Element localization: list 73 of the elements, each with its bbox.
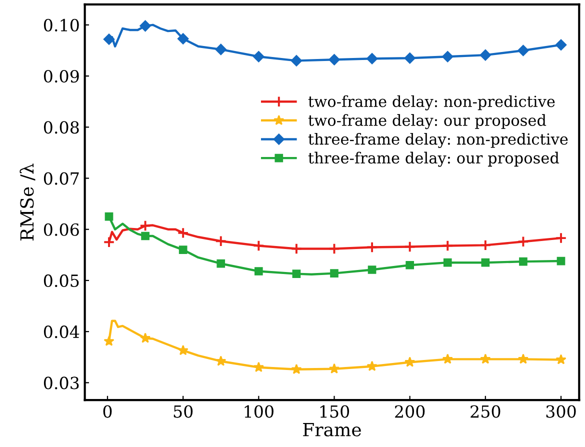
point — [103, 236, 115, 248]
point — [104, 212, 114, 221]
point — [556, 256, 566, 266]
point — [215, 235, 227, 247]
point — [139, 220, 152, 232]
point — [141, 232, 150, 240]
x-tick-label: 300 — [546, 405, 576, 418]
point — [254, 267, 263, 276]
point — [253, 362, 264, 372]
point — [481, 258, 490, 267]
point — [292, 270, 301, 278]
point — [330, 269, 338, 278]
point — [404, 240, 416, 253]
point — [366, 360, 378, 371]
point — [443, 258, 452, 267]
x-tick-label: 50 — [174, 405, 193, 418]
point — [216, 356, 226, 366]
point — [406, 260, 414, 270]
point — [404, 52, 416, 64]
point — [252, 240, 265, 252]
x-tick-label: 200 — [395, 405, 425, 418]
y-tick-label: 0.07 — [44, 172, 79, 185]
y-tick-label: 0.03 — [44, 376, 79, 390]
y-tick-label: 0.10 — [44, 18, 79, 32]
point — [216, 259, 226, 268]
point — [555, 39, 567, 50]
point — [519, 257, 528, 266]
point — [140, 332, 151, 343]
x-tick-label: 100 — [244, 405, 274, 418]
legend-label: three-frame delay: our proposed — [308, 152, 560, 167]
point — [518, 44, 529, 56]
legend-label: two-frame delay: non-predictive — [308, 95, 555, 110]
point — [328, 54, 340, 66]
point — [291, 364, 302, 374]
point — [517, 236, 530, 248]
point — [253, 50, 264, 62]
point — [555, 232, 567, 244]
point — [480, 239, 492, 252]
point — [290, 55, 302, 66]
point — [518, 354, 529, 364]
point — [366, 241, 378, 254]
point — [328, 363, 340, 374]
point — [215, 44, 226, 56]
point — [404, 356, 416, 367]
point — [177, 227, 189, 239]
x-tick-label: 0 — [103, 405, 112, 418]
point — [290, 242, 302, 255]
point — [178, 246, 188, 254]
point — [556, 354, 566, 364]
y-tick-label: 0.04 — [44, 326, 80, 338]
point — [103, 34, 115, 45]
point — [442, 354, 453, 364]
y-axis-title: RMSe /λ — [20, 164, 36, 240]
point — [177, 33, 189, 44]
legend-label: three-frame delay: non-predictive — [308, 132, 568, 148]
point — [368, 266, 376, 274]
point — [104, 336, 114, 346]
point — [442, 50, 454, 62]
point — [178, 344, 188, 356]
point — [480, 49, 492, 61]
point — [140, 20, 151, 32]
point — [442, 240, 454, 252]
legend-label: two-frame delay: our proposed — [308, 114, 546, 130]
point — [328, 242, 340, 255]
y-tick-label: 0.06 — [44, 223, 79, 236]
x-tick-label: 250 — [470, 405, 500, 418]
y-tick-label: 0.08 — [44, 121, 79, 134]
x-axis-title: Frame — [303, 423, 361, 436]
y-tick-label: 0.09 — [44, 70, 79, 83]
point — [366, 53, 378, 64]
x-tick-label: 150 — [320, 405, 350, 418]
y-tick-label: 0.05 — [44, 274, 79, 288]
point — [480, 354, 491, 364]
